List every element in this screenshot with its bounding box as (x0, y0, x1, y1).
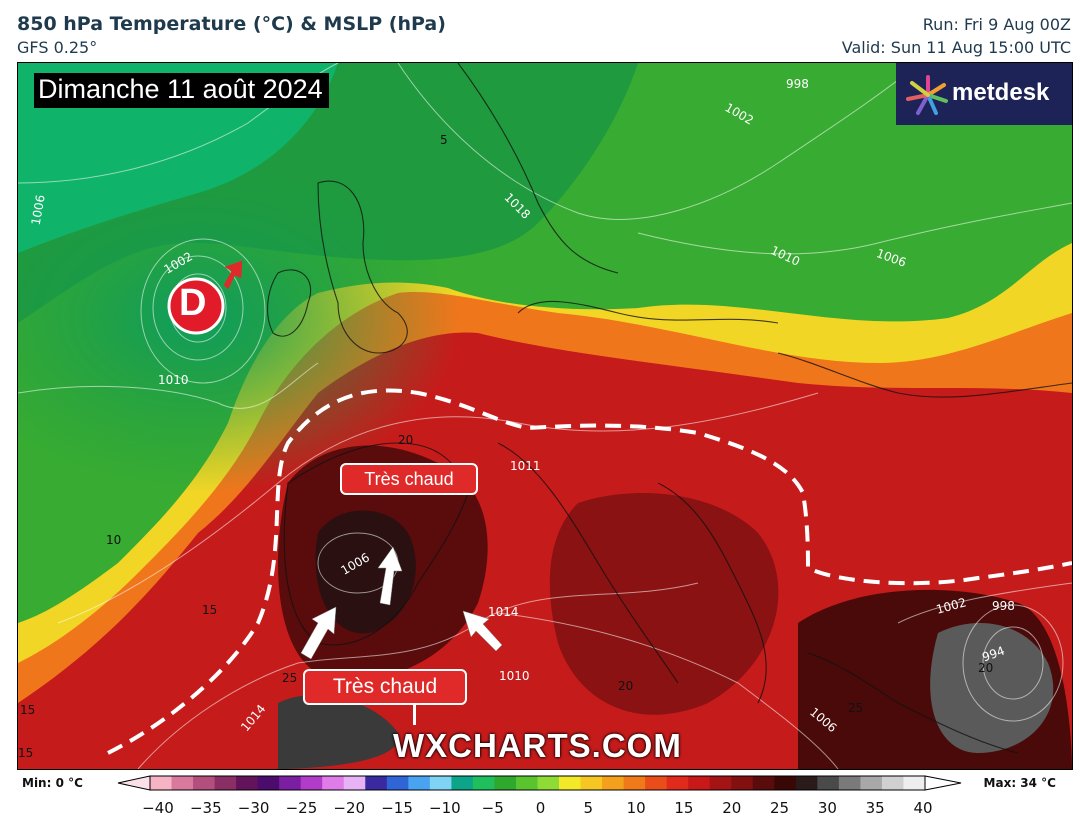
colorbar-tick-label: −30 (237, 799, 270, 817)
colorbar-tick-label: 40 (913, 799, 933, 817)
isobar-label: 1011 (510, 459, 541, 473)
isobar-label: 1010 (499, 669, 530, 683)
colorbar-min: Min: 0 °C (22, 776, 83, 790)
annotation-tres-chaud-1: Très chaud (340, 463, 478, 495)
colorbar-tick-label: −35 (189, 799, 222, 817)
colorbar-tick-label: 0 (535, 799, 546, 817)
temp-label: 25 (848, 701, 864, 715)
isobar-label: 998 (786, 77, 809, 91)
colorbar-swatch (774, 776, 797, 790)
colorbar-tick-label: 5 (583, 799, 594, 817)
colorbar-swatch (860, 776, 883, 790)
colorbar-swatch (386, 776, 409, 790)
temp-label: 25 (282, 671, 298, 685)
temp-label: 20 (978, 661, 994, 675)
colorbar-max-arrow (924, 775, 962, 791)
colorbar-tick-label: 20 (722, 799, 742, 817)
colorbar-swatch (731, 776, 754, 790)
temp-label: 15 (18, 746, 34, 760)
date-label: Dimanche 11 août 2024 (34, 73, 329, 108)
colorbar-swatch (365, 776, 388, 790)
colorbar-swatch (472, 776, 495, 790)
temp-label: 10 (106, 533, 122, 547)
colorbar-gradient (117, 775, 962, 791)
isobar-label: 1010 (158, 373, 189, 387)
colorbar-swatch (752, 776, 775, 790)
low-symbol: D (179, 282, 207, 324)
colorbar-swatch (645, 776, 668, 790)
colorbar-swatch (881, 776, 904, 790)
colorbar-swatch (666, 776, 689, 790)
colorbar-tick-label: 10 (626, 799, 646, 817)
colorbar-swatch (236, 776, 259, 790)
colorbar-tick-label: −40 (142, 799, 174, 817)
colorbar-swatch (838, 776, 861, 790)
colorbar-swatch (451, 776, 474, 790)
colorbar-swatch (537, 776, 560, 790)
colorbar-swatch (171, 776, 194, 790)
colorbar-swatch (580, 776, 603, 790)
chart-title: 850 hPa Temperature (°C) & MSLP (hPa) (17, 13, 446, 35)
colorbar-tick-label: −20 (333, 799, 366, 817)
colorbar-swatch (559, 776, 582, 790)
temp-label: 5 (440, 133, 448, 147)
colorbar-swatch (214, 776, 237, 790)
temp-label: 20 (618, 679, 634, 693)
colorbar-swatch (300, 776, 323, 790)
temp-label: 20 (398, 433, 414, 447)
colorbar-swatch (150, 776, 173, 790)
colorbar-tick-label: 15 (674, 799, 694, 817)
chart-header: 850 hPa Temperature (°C) & MSLP (hPa) GF… (0, 0, 1088, 62)
colorbar-swatch (279, 776, 302, 790)
colorbar: Min: 0 °C Max: 34 °C −40 −35 −30 −25 −20 −15−… (0, 768, 1088, 833)
temp-label: 15 (202, 603, 218, 617)
colorbar-max: Max: 34 °C (983, 776, 1056, 790)
colorbar-swatch (343, 776, 366, 790)
colorbar-swatch (709, 776, 732, 790)
colorbar-swatch (795, 776, 818, 790)
colorbar-tick-label: −5 (481, 799, 504, 817)
watermark: WXCHARTS.COM (393, 727, 682, 764)
metdesk-logo: metdesk (896, 63, 1072, 125)
temp-label: 15 (20, 703, 36, 717)
colorbar-swatch (688, 776, 711, 790)
annotation-tres-chaud-2: Très chaud (303, 669, 467, 705)
colorbar-tick-label: 30 (817, 799, 837, 817)
run-time: Run: Fri 9 Aug 00Z (922, 15, 1071, 34)
isobar-label: 1014 (488, 605, 519, 619)
colorbar-swatch (257, 776, 280, 790)
colorbar-min-arrow (117, 775, 151, 791)
colorbar-swatch (429, 776, 452, 790)
temperature-field (18, 63, 1072, 769)
weather-map: D Dimanche 11 août 2024 metdesk Très cha… (17, 62, 1073, 770)
colorbar-swatch (322, 776, 345, 790)
colorbar-tick-label: 25 (770, 799, 790, 817)
colorbar-swatch (494, 776, 517, 790)
low-pressure-marker (167, 277, 225, 335)
colorbar-swatch (515, 776, 538, 790)
colorbar-tick-label: 35 (865, 799, 885, 817)
isobar-label: 998 (992, 599, 1015, 613)
colorbar-swatch (193, 776, 216, 790)
colorbar-swatch (408, 776, 431, 790)
logo-text: metdesk (952, 79, 1050, 106)
colorbar-swatch (903, 776, 926, 790)
colorbar-tick-label: −10 (429, 799, 461, 817)
valid-time: Valid: Sun 11 Aug 15:00 UTC (841, 38, 1071, 57)
colorbar-swatch (817, 776, 840, 790)
colorbar-tick-label: −25 (285, 799, 318, 817)
colorbar-tick-label: −15 (381, 799, 413, 817)
colorbar-swatch (602, 776, 625, 790)
model-label: GFS 0.25° (17, 38, 98, 57)
metdesk-star-icon (906, 75, 948, 115)
colorbar-swatch (623, 776, 646, 790)
